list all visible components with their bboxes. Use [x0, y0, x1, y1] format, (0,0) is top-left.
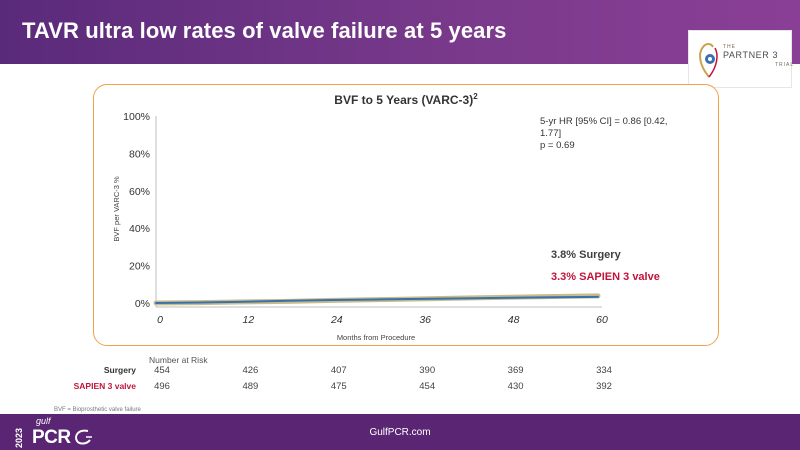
risk-cell: 369: [507, 365, 524, 376]
series-lines: [153, 293, 601, 306]
x-tick-label: 0: [157, 314, 163, 326]
y-tick-label: 80%: [129, 148, 150, 160]
risk-row-label: Surgery: [103, 365, 136, 375]
footer: 2023 gulf PCR GulfPCR.com: [0, 414, 800, 450]
footer-url[interactable]: GulfPCR.com: [369, 427, 431, 438]
hazard-ratio-annotation: 5-yr HR [95% CI] = 0.86 [0.42, 1.77] p =…: [540, 116, 690, 152]
logo-trial: TRIAL: [775, 62, 795, 68]
risk-cell: 390: [419, 365, 436, 376]
x-tick-label: 60: [596, 314, 608, 326]
risk-cell: 475: [330, 381, 347, 392]
annotation-line-1: 5-yr HR [95% CI] = 0.86 [0.42,: [540, 116, 668, 127]
brand-gulf: gulf: [36, 416, 51, 426]
risk-cell: 430: [507, 381, 524, 392]
risk-row-label: SAPIEN 3 valve: [73, 381, 136, 391]
annotation-line-2: 1.77]: [540, 128, 562, 139]
y-axis: 0% 20% 40% 60% 80% 100%: [123, 111, 157, 310]
end-label-surgery: 3.8% Surgery: [551, 249, 621, 261]
y-tick-label: 40%: [129, 223, 150, 235]
x-tick-label: 48: [508, 314, 520, 326]
pcr-swirl-icon: [75, 429, 92, 445]
logo-the: THE: [723, 44, 736, 50]
chart-title-text: BVF to 5 Years (VARC-3): [334, 93, 473, 107]
risk-cell: 426: [242, 365, 259, 376]
slide-title: TAVR ultra low rates of valve failure at…: [22, 18, 507, 43]
x-tick-label: 36: [419, 314, 431, 326]
logo-name: PARTNER 3: [723, 50, 779, 60]
chart-title-superscript: 2: [473, 92, 478, 101]
risk-cell: 454: [419, 381, 436, 392]
y-tick-label: 0%: [135, 298, 150, 310]
footnote: BVF = Bioprosthetic valve failure: [54, 407, 141, 413]
risk-cell: 454: [154, 365, 170, 376]
end-label-sapien: 3.3% SAPIEN 3 valve: [551, 271, 660, 283]
risk-cell: 489: [242, 381, 259, 392]
y-tick-label: 60%: [129, 186, 150, 198]
x-tick-label: 24: [330, 314, 343, 326]
risk-cell: 496: [154, 381, 170, 392]
annotation-line-3: p = 0.69: [540, 140, 575, 151]
series-sapien-line: [155, 295, 599, 304]
x-axis: 0 12 24 36 48 60: [156, 306, 608, 326]
x-tick-label: 12: [243, 314, 255, 326]
x-axis-label: Months from Procedure: [337, 333, 415, 342]
title-bar: TAVR ultra low rates of valve failure at…: [0, 0, 800, 64]
risk-cell: 392: [596, 381, 612, 392]
partner-3-logo: THE PARTNER 3 TRIAL: [688, 30, 795, 88]
risk-cell: 407: [330, 365, 347, 376]
risk-cell: 334: [596, 365, 612, 376]
chart-title: BVF to 5 Years (VARC-3)2: [334, 92, 478, 107]
y-tick-label: 100%: [123, 111, 150, 123]
y-axis-label: BVF per VARC-3 %: [112, 176, 121, 242]
brand-pcr: PCR: [32, 427, 71, 448]
heart-valve-icon: [699, 43, 718, 78]
y-tick-label: 20%: [129, 261, 150, 273]
risk-table-header: Number at Risk: [149, 355, 208, 365]
